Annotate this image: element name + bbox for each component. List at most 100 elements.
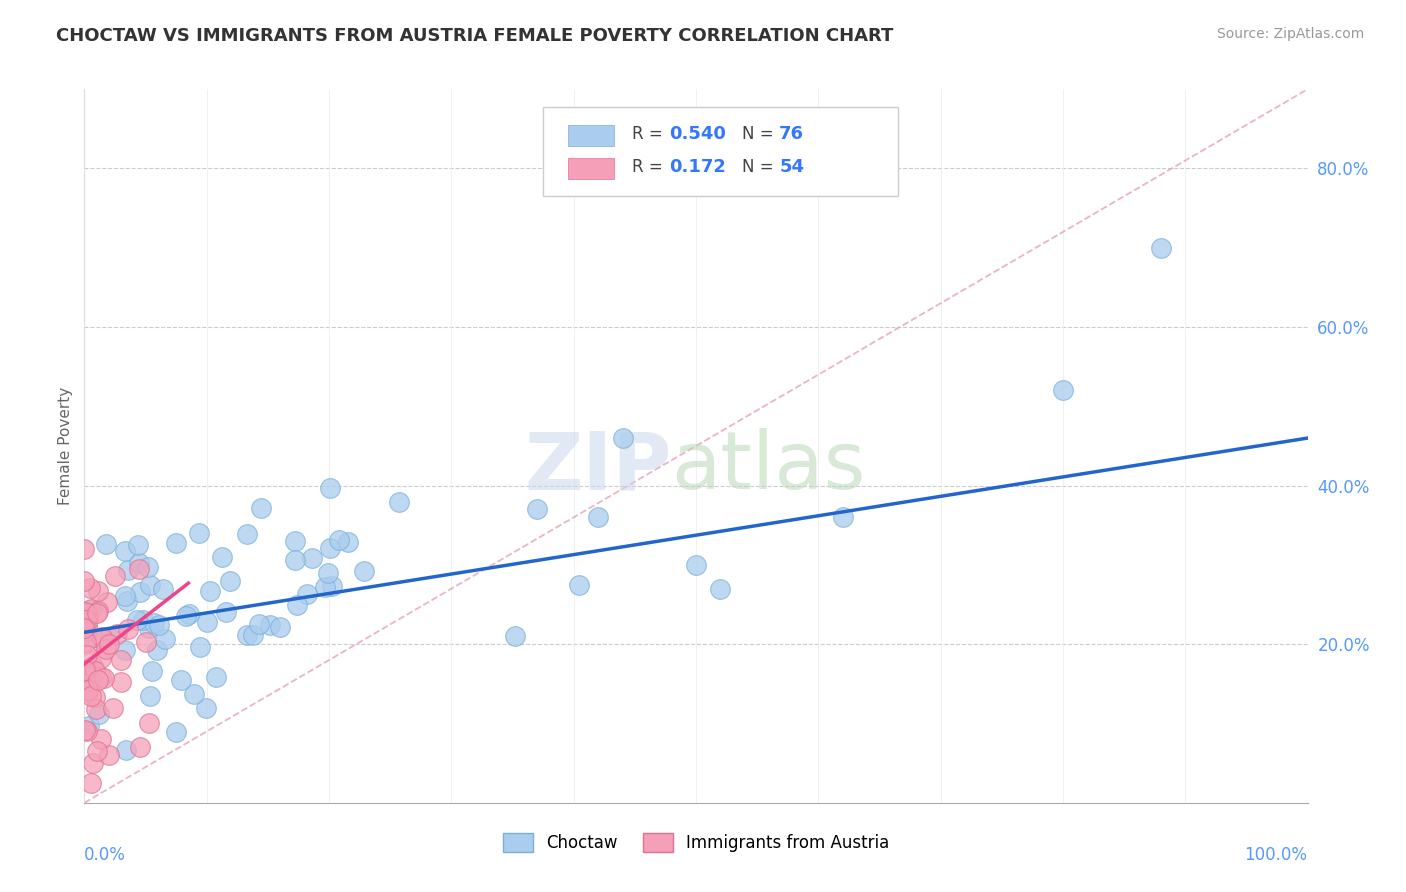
Point: [148, 618, 170, 632]
Point: [211, 549, 233, 564]
Point: [86, 606, 108, 620]
Point: [73, 663, 96, 677]
Point: [75, 723, 97, 737]
Point: [195, 700, 218, 714]
Point: [87, 604, 110, 618]
Legend: Choctaw, Immigrants from Austria: Choctaw, Immigrants from Austria: [496, 827, 896, 859]
Point: [76, 648, 98, 662]
Point: [568, 578, 591, 592]
Point: [105, 627, 128, 641]
Point: [188, 526, 211, 541]
Text: atlas: atlas: [672, 428, 866, 507]
Point: [586, 510, 609, 524]
FancyBboxPatch shape: [568, 125, 614, 146]
Point: [183, 688, 205, 702]
Y-axis label: Female Poverty: Female Poverty: [58, 387, 73, 505]
Point: [77, 623, 100, 637]
Text: R =: R =: [633, 125, 668, 143]
Point: [82, 630, 104, 644]
Point: [353, 564, 375, 578]
Point: [76, 606, 98, 620]
Point: [75, 613, 97, 627]
Point: [75, 635, 97, 649]
Point: [242, 628, 264, 642]
Text: Source: ZipAtlas.com: Source: ZipAtlas.com: [1216, 27, 1364, 41]
Point: [77, 676, 100, 690]
Text: ZIP: ZIP: [524, 428, 672, 507]
Point: [153, 632, 176, 647]
Point: [76, 724, 98, 739]
Text: R =: R =: [633, 158, 673, 176]
Point: [128, 562, 150, 576]
Point: [75, 605, 97, 619]
Point: [73, 621, 96, 635]
Point: [318, 566, 340, 581]
Point: [90, 630, 112, 644]
Point: [93, 671, 115, 685]
Point: [269, 619, 291, 633]
Point: [114, 743, 136, 757]
Point: [97, 637, 120, 651]
Point: [117, 622, 139, 636]
Point: [247, 617, 270, 632]
Point: [131, 613, 153, 627]
Point: [114, 544, 136, 558]
Point: [138, 620, 160, 634]
Point: [179, 607, 201, 621]
Point: [90, 732, 112, 747]
Point: [73, 574, 96, 588]
Point: [80, 690, 103, 704]
Point: [236, 627, 259, 641]
Point: [82, 756, 104, 771]
Point: [195, 615, 218, 629]
FancyBboxPatch shape: [568, 158, 614, 179]
Point: [284, 553, 307, 567]
Point: [79, 603, 101, 617]
Point: [84, 664, 107, 678]
Point: [86, 743, 108, 757]
Point: [135, 634, 157, 648]
Point: [87, 673, 110, 687]
Point: [128, 585, 150, 599]
Point: [139, 689, 162, 703]
Point: [115, 594, 138, 608]
Text: N =: N =: [742, 125, 779, 143]
Point: [96, 537, 118, 551]
Point: [165, 535, 187, 549]
Point: [79, 665, 101, 680]
Point: [80, 775, 103, 789]
Point: [388, 495, 411, 509]
Point: [114, 589, 136, 603]
Point: [128, 740, 150, 755]
Point: [526, 502, 548, 516]
Point: [612, 431, 634, 445]
Point: [142, 615, 165, 630]
Point: [188, 640, 211, 654]
Point: [77, 684, 100, 698]
Point: [328, 533, 350, 547]
Point: [145, 642, 167, 657]
Text: 76: 76: [779, 125, 804, 143]
Point: [94, 642, 117, 657]
Point: [136, 559, 159, 574]
Point: [1150, 241, 1173, 255]
Point: [80, 673, 103, 688]
Point: [97, 748, 120, 763]
Point: [76, 666, 98, 681]
Point: [831, 510, 853, 524]
Text: 100.0%: 100.0%: [1244, 846, 1308, 863]
Point: [90, 651, 112, 665]
Point: [139, 577, 162, 591]
Point: [321, 580, 343, 594]
Point: [77, 718, 100, 732]
Point: [110, 653, 132, 667]
Point: [215, 605, 238, 619]
Text: 0.540: 0.540: [669, 125, 725, 143]
Text: CHOCTAW VS IMMIGRANTS FROM AUSTRIA FEMALE POVERTY CORRELATION CHART: CHOCTAW VS IMMIGRANTS FROM AUSTRIA FEMAL…: [56, 27, 894, 45]
Point: [314, 581, 336, 595]
Point: [709, 582, 731, 596]
Point: [219, 574, 242, 589]
Point: [685, 558, 707, 572]
Point: [101, 701, 124, 715]
Text: 0.172: 0.172: [669, 158, 725, 176]
